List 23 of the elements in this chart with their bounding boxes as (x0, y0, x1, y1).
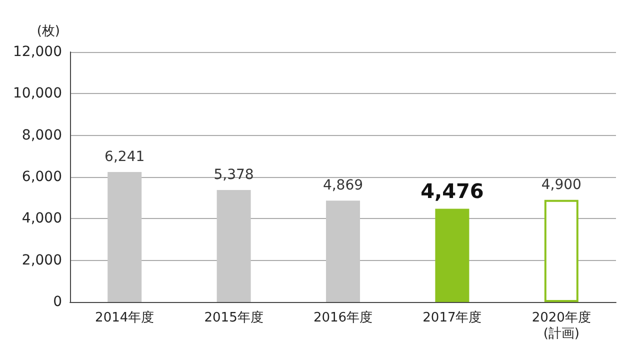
y-tick-label: 4,000 (22, 210, 62, 227)
y-tick-label: 10,000 (13, 86, 62, 102)
data-label: 4,900 (541, 176, 582, 193)
bar (544, 200, 578, 302)
y-tick-label: 12,000 (13, 44, 62, 60)
data-label: 5,378 (214, 166, 254, 183)
data-label: 4,476 (420, 178, 484, 203)
y-tick-label: 6,000 (22, 169, 62, 185)
bar (326, 200, 360, 302)
data-label: 6,241 (104, 148, 145, 165)
x-tick-label: 2015年度 (204, 310, 264, 326)
x-tick-label: 2016年度 (313, 310, 373, 326)
bar (108, 172, 142, 302)
y-axis-title: (枚) (36, 24, 60, 39)
bar (216, 190, 251, 302)
x-tick-label: 2014年度 (95, 310, 154, 326)
y-tick-label: 8,000 (22, 127, 62, 144)
x-tick-label: 2017年度 (422, 310, 482, 326)
bar (435, 208, 470, 302)
y-tick-label: 2,000 (22, 252, 62, 268)
y-tick-label: 0 (53, 294, 62, 310)
data-label: 4,869 (322, 178, 364, 194)
x-tick-label: 2020年度 (計画) (532, 310, 591, 342)
